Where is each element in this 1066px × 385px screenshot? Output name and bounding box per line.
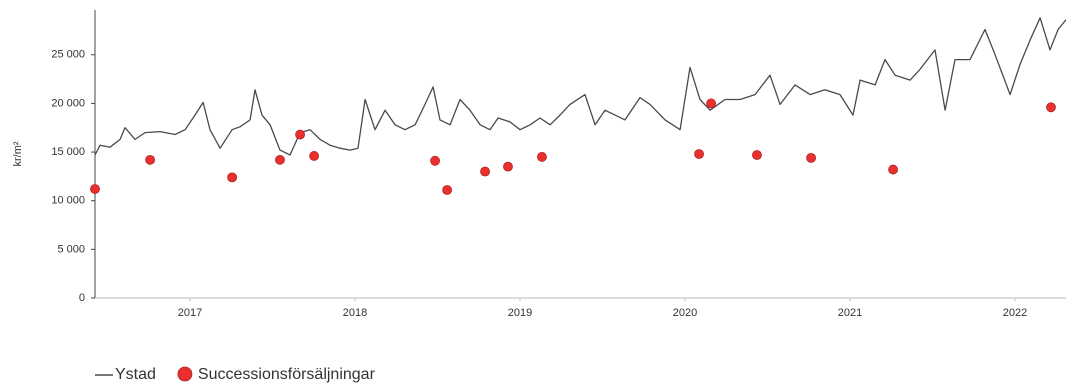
point: [806, 152, 816, 163]
y-tick-label: 25 000: [51, 49, 85, 61]
line: [94, 17, 1066, 156]
point: [888, 164, 898, 175]
point: [430, 155, 440, 166]
point: [309, 151, 320, 161]
y-axis-label: kr/m²: [12, 141, 24, 166]
point: [145, 154, 156, 165]
y-tick-label: 10 000: [51, 195, 85, 207]
legend-item: Ystad: [95, 366, 156, 383]
y-tick-label: 15 000: [51, 146, 85, 158]
y-tick-label: 20 000: [51, 97, 85, 109]
point: [295, 129, 305, 140]
point: [275, 154, 285, 165]
legend-label: Successionsförsäljningar: [198, 366, 376, 383]
point: [227, 172, 238, 183]
point: [1046, 102, 1056, 113]
point: [752, 150, 762, 160]
point: [537, 152, 547, 162]
point: [706, 98, 716, 109]
point: [694, 149, 704, 159]
point: [442, 185, 453, 195]
x-tick-label: 2022: [1003, 307, 1027, 319]
x-tick-label: 2021: [838, 307, 862, 319]
x-tick-label: 2020: [673, 307, 697, 319]
y-tick-label: 0: [79, 292, 85, 304]
point: [503, 161, 513, 172]
legend-item: Successionsförsäljningar: [177, 366, 376, 383]
point: [480, 166, 490, 177]
y-tick-label: 5 000: [57, 243, 85, 255]
legend-marker: [177, 366, 193, 382]
point: [90, 184, 100, 194]
legend-label: Ystad: [115, 366, 156, 383]
x-tick-label: 2017: [178, 307, 202, 319]
x-tick-label: 2018: [343, 307, 367, 319]
x-tick-label: 2019: [508, 307, 532, 319]
